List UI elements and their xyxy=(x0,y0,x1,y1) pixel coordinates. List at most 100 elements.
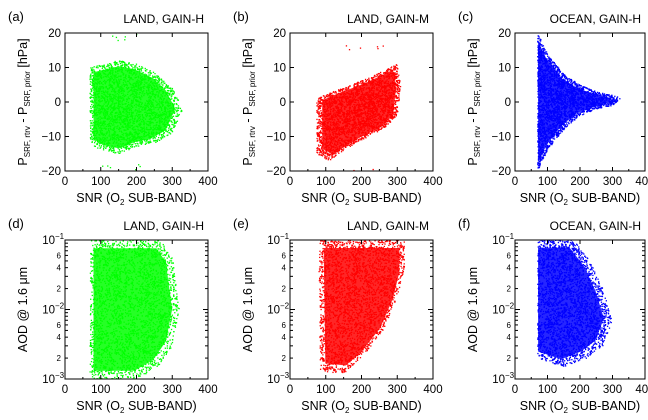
scatter-point xyxy=(317,100,319,102)
scatter-point xyxy=(91,113,94,115)
scatter-point xyxy=(331,157,333,159)
scatter-point xyxy=(173,121,176,124)
y-tick-label: −20 xyxy=(41,166,61,178)
scatter-point xyxy=(172,115,175,117)
scatter-point xyxy=(94,140,96,142)
scatter-point xyxy=(111,150,113,152)
scatter-point xyxy=(108,150,110,152)
scatter-point xyxy=(173,125,175,127)
scatter-point xyxy=(120,64,123,67)
scatter-point xyxy=(134,143,137,145)
scatter-point xyxy=(338,90,340,92)
scatter-point xyxy=(102,147,105,150)
scatter-point xyxy=(144,143,147,145)
scatter-point xyxy=(149,71,151,73)
scatter-point xyxy=(329,158,332,161)
scatter-point xyxy=(169,91,172,93)
scatter-point xyxy=(91,100,94,103)
scatter-point xyxy=(395,115,397,117)
scatter-point xyxy=(89,77,91,79)
scatter-point xyxy=(394,111,396,113)
scatter-point xyxy=(94,145,97,148)
scatter-point xyxy=(360,80,363,82)
scatter-point xyxy=(152,140,155,142)
scatter-point xyxy=(97,147,99,149)
scatter-point xyxy=(89,120,92,122)
scatter-point xyxy=(90,96,92,99)
scatter-outlier xyxy=(112,35,114,37)
scatter-point xyxy=(112,146,115,148)
scatter-point xyxy=(90,127,92,129)
scatter-point xyxy=(324,154,326,157)
scatter-point xyxy=(320,141,323,143)
scatter-point xyxy=(371,131,373,133)
scatter-point xyxy=(124,64,126,67)
scatter-point xyxy=(319,100,321,103)
scatter-point xyxy=(171,94,173,96)
scatter-point xyxy=(317,101,320,103)
scatter-point xyxy=(396,87,398,89)
scatter-point xyxy=(328,157,330,160)
scatter-point xyxy=(395,80,398,83)
scatter-point xyxy=(127,65,129,68)
scatter-point xyxy=(396,92,399,94)
scatter-point xyxy=(155,79,157,81)
scatter-point xyxy=(319,107,321,110)
scatter-point xyxy=(175,97,177,99)
scatter-point xyxy=(342,148,345,150)
scatter-point xyxy=(154,137,156,139)
scatter-point xyxy=(157,75,160,77)
scatter-point xyxy=(320,112,323,114)
scatter-point xyxy=(345,88,347,90)
scatter-point xyxy=(316,133,318,135)
scatter-point xyxy=(112,149,114,151)
scatter-point xyxy=(325,151,327,153)
scatter-point xyxy=(90,90,92,93)
scatter-point xyxy=(385,124,387,126)
scatter-point xyxy=(316,137,318,140)
scatter-point xyxy=(167,134,169,136)
scatter-point xyxy=(357,83,359,85)
scatter-point xyxy=(326,155,328,158)
scatter-point xyxy=(114,64,117,66)
scatter-point xyxy=(96,66,98,69)
scatter-point xyxy=(379,74,381,76)
scatter-point xyxy=(346,144,348,147)
scatter-point xyxy=(318,111,321,113)
scatter-point xyxy=(123,146,125,149)
scatter-outlier xyxy=(109,166,112,169)
scatter-point xyxy=(122,61,125,63)
scatter-point xyxy=(368,80,370,83)
scatter-point xyxy=(116,62,118,65)
scatter-point xyxy=(176,99,179,101)
scatter-point xyxy=(174,111,176,113)
scatter-point xyxy=(131,144,133,146)
scatter-point xyxy=(348,144,350,146)
scatter-point xyxy=(92,67,94,69)
scatter-point xyxy=(98,65,100,67)
scatter-point xyxy=(396,72,398,74)
scatter-point xyxy=(92,106,94,108)
scatter-point xyxy=(89,96,91,99)
scatter-point xyxy=(388,119,390,121)
scatter-point xyxy=(159,78,161,80)
scatter-point xyxy=(324,152,327,155)
panel-letter: (a) xyxy=(8,9,24,24)
scatter-point xyxy=(157,80,159,82)
scatter-point xyxy=(135,65,137,67)
scatter-point xyxy=(319,98,321,100)
scatter-point xyxy=(102,65,104,67)
scatter-point xyxy=(322,153,325,156)
scatter-point xyxy=(134,68,136,71)
scatter-point xyxy=(122,146,124,148)
scatter-point xyxy=(394,65,396,68)
scatter-outlier xyxy=(124,39,126,41)
scatter-outlier xyxy=(135,168,137,171)
scatter-point xyxy=(175,107,177,109)
scatter-point xyxy=(145,142,147,145)
scatter-point xyxy=(333,156,335,158)
scatter-point xyxy=(93,71,95,73)
scatter-point xyxy=(111,146,113,148)
scatter-point xyxy=(92,134,95,137)
